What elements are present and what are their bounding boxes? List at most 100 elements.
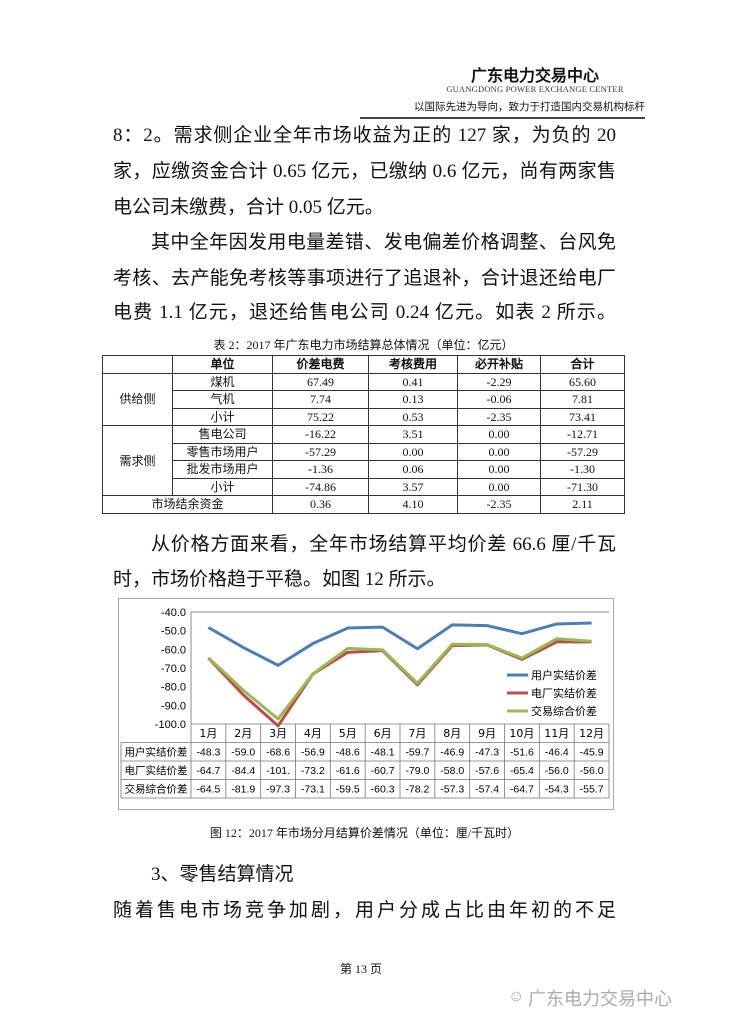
body-line: 电公司未缴费，合计 0.05 亿元。 bbox=[113, 197, 384, 218]
page-number: 第 13 页 bbox=[340, 962, 383, 976]
table-cell: 市场结余资金 bbox=[102, 495, 273, 514]
y-tick-label: -70.0 bbox=[161, 663, 186, 675]
table-cell: 售电公司 bbox=[172, 425, 273, 444]
table-cell: 0.00 bbox=[457, 460, 541, 479]
body-line: 时，市场价格趋于平稳。如图 12 所示。 bbox=[113, 569, 446, 590]
table-cell: 小计 bbox=[172, 407, 273, 426]
table-cell: -1.36 bbox=[272, 460, 369, 479]
group-label-supply: 供给侧 bbox=[102, 372, 173, 426]
table-cell: 0.00 bbox=[457, 442, 541, 461]
table-total-row: 市场结余资金 0.36 4.10 -2.35 2.11 bbox=[102, 495, 625, 514]
table-header-cell: 考核费用 bbox=[368, 355, 458, 374]
table-cell: 67.49 bbox=[272, 372, 369, 391]
table-row: 批发市场用户 -1.36 0.06 0.00 -1.30 bbox=[103, 460, 625, 479]
data-label: -79.0 bbox=[405, 765, 429, 777]
data-label: -97.3 bbox=[266, 784, 290, 796]
table-cell: 3.57 bbox=[368, 477, 458, 496]
table-cell: -12.71 bbox=[540, 425, 625, 444]
table-cell: 4.10 bbox=[368, 495, 458, 514]
table-cell: 2.11 bbox=[540, 495, 625, 514]
legend-label: 电厂实结价差 bbox=[531, 686, 597, 700]
table-header-cell bbox=[102, 355, 173, 374]
data-label: -48.6 bbox=[336, 747, 360, 759]
data-label: -48.1 bbox=[371, 747, 395, 759]
table-cell: 0.13 bbox=[368, 390, 458, 409]
table-cell: -71.30 bbox=[540, 477, 625, 496]
x-tick-label: 7月 bbox=[408, 727, 426, 740]
table-cell: 气机 bbox=[172, 390, 273, 409]
table-cell: 0.41 bbox=[368, 372, 458, 391]
data-label: -65.4 bbox=[510, 765, 534, 777]
table-cell: -2.35 bbox=[457, 407, 541, 426]
body-line: 从价格方面来看，全年市场结算平均价差 66.6 厘/千瓦 bbox=[151, 534, 616, 555]
table-header-row: 单位 价差电费 考核费用 必开补贴 合计 bbox=[102, 355, 625, 374]
body-line: 考核、去产能免考核等事项进行了追退补，合计退还给电厂 bbox=[113, 268, 616, 289]
y-tick-label: -60.0 bbox=[161, 644, 186, 656]
table-header-cell: 合计 bbox=[540, 355, 625, 374]
data-label: -59.7 bbox=[405, 747, 429, 759]
data-label: -59.0 bbox=[231, 747, 255, 759]
x-tick-label: 5月 bbox=[339, 727, 357, 740]
table-cell: 0.00 bbox=[457, 425, 541, 444]
y-tick-label: -40.0 bbox=[161, 607, 186, 619]
figure-caption: 图 12：2017 年市场分月结算价差情况（单位：厘/千瓦时） bbox=[209, 826, 520, 840]
table-cell: -1.30 bbox=[540, 460, 625, 479]
data-label: -58.0 bbox=[440, 765, 464, 777]
data-label: -64.7 bbox=[196, 765, 220, 777]
data-label: -64.5 bbox=[196, 784, 220, 796]
watermark: 广东电力交易中心 bbox=[528, 989, 672, 1010]
data-label: -61.6 bbox=[336, 765, 360, 777]
table-cell: 0.06 bbox=[368, 460, 458, 479]
data-label: -57.4 bbox=[475, 784, 499, 796]
table-row: 零售市场用户 -57.29 0.00 0.00 -57.29 bbox=[103, 442, 625, 461]
table-row: 小计 75.22 0.53 -2.35 73.41 bbox=[103, 407, 625, 426]
table-header-cell: 价差电费 bbox=[272, 355, 369, 374]
data-label: -46.9 bbox=[440, 747, 464, 759]
body-line: 电费 1.1 亿元，退还给售电公司 0.24 亿元。如表 2 所示。 bbox=[113, 302, 616, 323]
table-cell: 7.81 bbox=[540, 390, 625, 409]
x-tick-label: 3月 bbox=[269, 727, 287, 740]
table-cell: 3.51 bbox=[368, 425, 458, 444]
table-cell: 0.00 bbox=[457, 477, 541, 496]
body-line: 8：2。需求侧企业全年市场收益为正的 127 家，为负的 20 bbox=[113, 125, 616, 146]
data-table-row-label: 交易综合价差 bbox=[125, 783, 188, 796]
table-cell: 73.41 bbox=[540, 407, 625, 426]
data-label: -73.2 bbox=[301, 765, 325, 777]
legend-label: 交易综合价差 bbox=[531, 704, 597, 718]
org-title: 广东电力交易中心 bbox=[470, 66, 599, 85]
x-tick-label: 6月 bbox=[374, 727, 392, 740]
series-line-3 bbox=[207, 637, 592, 721]
table-cell: 7.74 bbox=[272, 390, 369, 409]
table-cell: 批发市场用户 bbox=[172, 460, 273, 479]
price-spread-chart: -40.0 -50.0 -60.0 -70.0 -80.0 -90.0 -100.0 用户实结… bbox=[118, 598, 614, 810]
table-row: 需求侧 售电公司 -16.22 3.51 0.00 -12.71 bbox=[102, 425, 625, 496]
table-row: 气机 7.74 0.13 -0.06 7.81 bbox=[103, 390, 625, 409]
data-label: -55.7 bbox=[580, 784, 604, 796]
data-label: -101. bbox=[266, 765, 290, 777]
table-cell: -2.29 bbox=[457, 372, 541, 391]
data-label: -60.3 bbox=[371, 784, 395, 796]
y-tick-label: -50.0 bbox=[161, 626, 186, 638]
table-header-cell: 单位 bbox=[172, 355, 273, 374]
table-cell: 零售市场用户 bbox=[172, 442, 273, 461]
table-cell: 65.60 bbox=[540, 372, 625, 391]
x-tick-label: 2月 bbox=[234, 727, 252, 740]
y-tick-label: -80.0 bbox=[161, 682, 186, 694]
data-label: -56.9 bbox=[301, 747, 325, 759]
legend-label: 用户实结价差 bbox=[531, 668, 597, 682]
table-caption: 表 2：2017 年广东电力市场结算总体情况（单位：亿元） bbox=[213, 338, 514, 352]
table-cell: 75.22 bbox=[272, 407, 369, 426]
x-tick-label: 11月 bbox=[544, 727, 569, 740]
data-label: -59.5 bbox=[336, 784, 360, 796]
data-label: -48.3 bbox=[196, 747, 220, 759]
group-label-demand: 需求侧 bbox=[102, 425, 173, 496]
x-tick-label: 1月 bbox=[199, 727, 217, 740]
table-cell: 0.53 bbox=[368, 407, 458, 426]
table-cell: 0.36 bbox=[272, 495, 369, 514]
data-label: -81.9 bbox=[231, 784, 255, 796]
table-cell: -0.06 bbox=[457, 390, 541, 409]
table-cell: -74.86 bbox=[272, 477, 369, 496]
chart-svg: -40.0 -50.0 -60.0 -70.0 -80.0 -90.0 -100.0 用户实结… bbox=[120, 607, 610, 799]
x-tick-label: 4月 bbox=[304, 727, 322, 740]
table-cell: -57.29 bbox=[272, 442, 369, 461]
